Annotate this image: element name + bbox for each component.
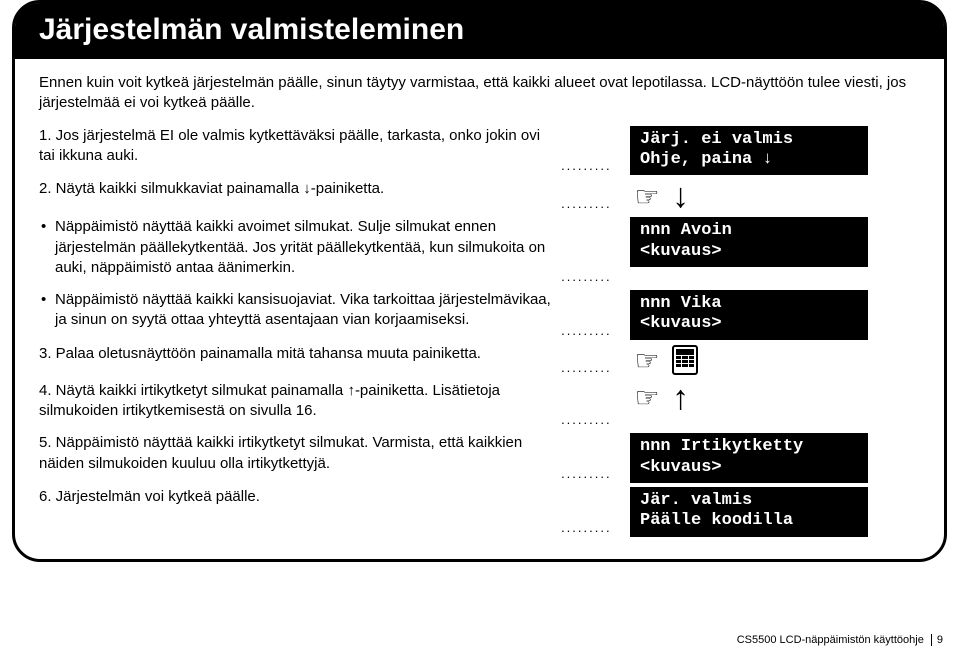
leader-dots: .........	[561, 323, 630, 340]
leader-dots: .........	[561, 466, 630, 483]
leader-dots: .........	[561, 158, 630, 175]
document-frame: Järjestelmän valmisteleminen Ennen kuin …	[12, 0, 947, 562]
step-2: 2. Näytä kaikki silmukkaviat painamalla …	[39, 179, 561, 199]
leader-dots: .........	[561, 520, 630, 537]
bullet-open-loops: Näppäimistö näyttää kaikki avoimet silmu…	[39, 217, 561, 278]
leader-dots: .........	[561, 360, 630, 377]
hand-point-icon: ☞	[630, 180, 664, 213]
step-3: 3. Palaa oletusnäyttöön painamalla mitä …	[39, 344, 561, 364]
step-5: 5. Näppäimistö näyttää kaikki irtikytket…	[39, 433, 561, 474]
footer-label: CS5500 LCD-näppäimistön käyttöohje	[737, 634, 924, 646]
lcd-display-open: nnn Avoin <kuvaus>	[630, 217, 868, 267]
intro-text: Ennen kuin voit kytkeä järjestelmän pääl…	[39, 73, 920, 114]
hand-point-icon: ☞	[630, 381, 664, 414]
lcd-display-bypass: nnn Irtikytketty <kuvaus>	[630, 433, 868, 483]
page-title: Järjestelmän valmisteleminen	[15, 3, 944, 59]
step-1: 1. Jos järjestelmä EI ole valmis kytkett…	[39, 126, 561, 167]
down-arrow-icon: ↓	[672, 179, 689, 213]
down-arrow-icon: ↓	[303, 180, 311, 197]
step-6: 6. Järjestelmän voi kytkeä päälle.	[39, 487, 561, 507]
page-footer: CS5500 LCD-näppäimistön käyttöohje 9	[737, 634, 943, 646]
content-area: Ennen kuin voit kytkeä järjestelmän pääl…	[15, 59, 944, 537]
leader-dots: .........	[561, 269, 630, 286]
leader-dots: .........	[561, 196, 630, 213]
up-arrow-icon: ↑	[347, 382, 355, 399]
bullet-fault: Näppäimistö näyttää kaikki kansisuojavia…	[39, 290, 561, 331]
page-number: 9	[931, 634, 943, 646]
lcd-display-fault: nnn Vika <kuvaus>	[630, 290, 868, 340]
lcd-display-ready: Jär. valmis Päälle koodilla	[630, 487, 868, 537]
up-arrow-icon: ↑	[672, 381, 689, 415]
keypad-icon	[672, 345, 698, 375]
step-4: 4. Näytä kaikki irtikytketyt silmukat pa…	[39, 381, 561, 422]
lcd-display-not-ready: Järj. ei valmis Ohje, paina ↓	[630, 126, 868, 176]
leader-dots: .........	[561, 412, 630, 429]
hand-point-icon: ☞	[630, 344, 664, 377]
